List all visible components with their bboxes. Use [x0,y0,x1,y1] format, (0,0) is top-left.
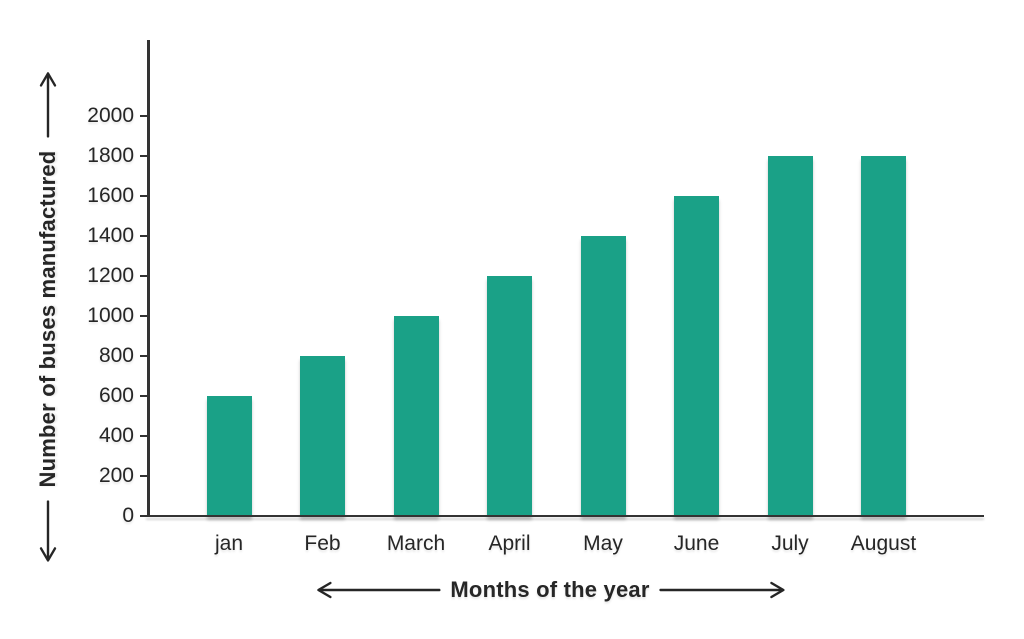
y-tick-mark [140,275,147,277]
x-axis-label: Months of the year [450,577,650,602]
bar-July [767,156,813,516]
bar-March [393,316,439,516]
x-tick-label: May [583,532,623,555]
y-axis-label-group: Number of buses manufactured [35,66,61,569]
y-tick-label: 1400 [87,224,134,247]
x-axis-line [146,514,984,517]
y-tick-label: 1800 [87,144,134,167]
y-tick-mark [140,515,147,517]
y-tick-label: 2000 [87,104,134,127]
bar-April [487,276,532,516]
y-tick-label: 800 [98,344,134,367]
x-tick-label: August [850,532,917,555]
x-tick-label: jan [214,532,244,555]
x-axis-arrow-right-icon [659,581,785,599]
bar-jan [206,396,252,516]
x-axis-arrow-left-icon [317,581,441,599]
bar-May [580,236,626,516]
y-tick-mark [140,195,147,197]
y-tick-label: 600 [98,384,134,407]
y-tick-label: 1600 [87,184,134,207]
x-tick-label: Feb [304,532,341,555]
y-tick-mark [140,355,147,357]
y-axis-line [147,40,150,517]
y-tick-label: 200 [98,464,134,487]
y-tick-label: 1200 [87,264,134,287]
y-tick-mark [140,155,147,157]
y-tick-label: 400 [98,424,134,447]
y-axis-arrow-down-icon [39,500,57,562]
y-axis-arrow-up-icon [39,72,57,138]
x-tick-label: July [771,532,809,555]
y-tick-mark [140,395,147,397]
y-tick-mark [140,315,147,317]
x-tick-label: March [386,532,446,555]
y-tick-mark [140,435,147,437]
bar-Feb [300,356,345,516]
y-axis-label: Number of buses manufactured [35,150,60,488]
y-tick-label: 1000 [87,304,134,327]
bar-August [861,156,906,516]
x-tick-label: April [488,532,531,555]
x-axis-label-group: Months of the year [310,577,791,603]
x-tick-label: June [673,532,720,555]
y-tick-mark [140,235,147,237]
bar-June [674,196,719,516]
y-tick-mark [140,475,147,477]
y-tick-mark [140,115,147,117]
y-tick-label: 0 [122,504,134,527]
